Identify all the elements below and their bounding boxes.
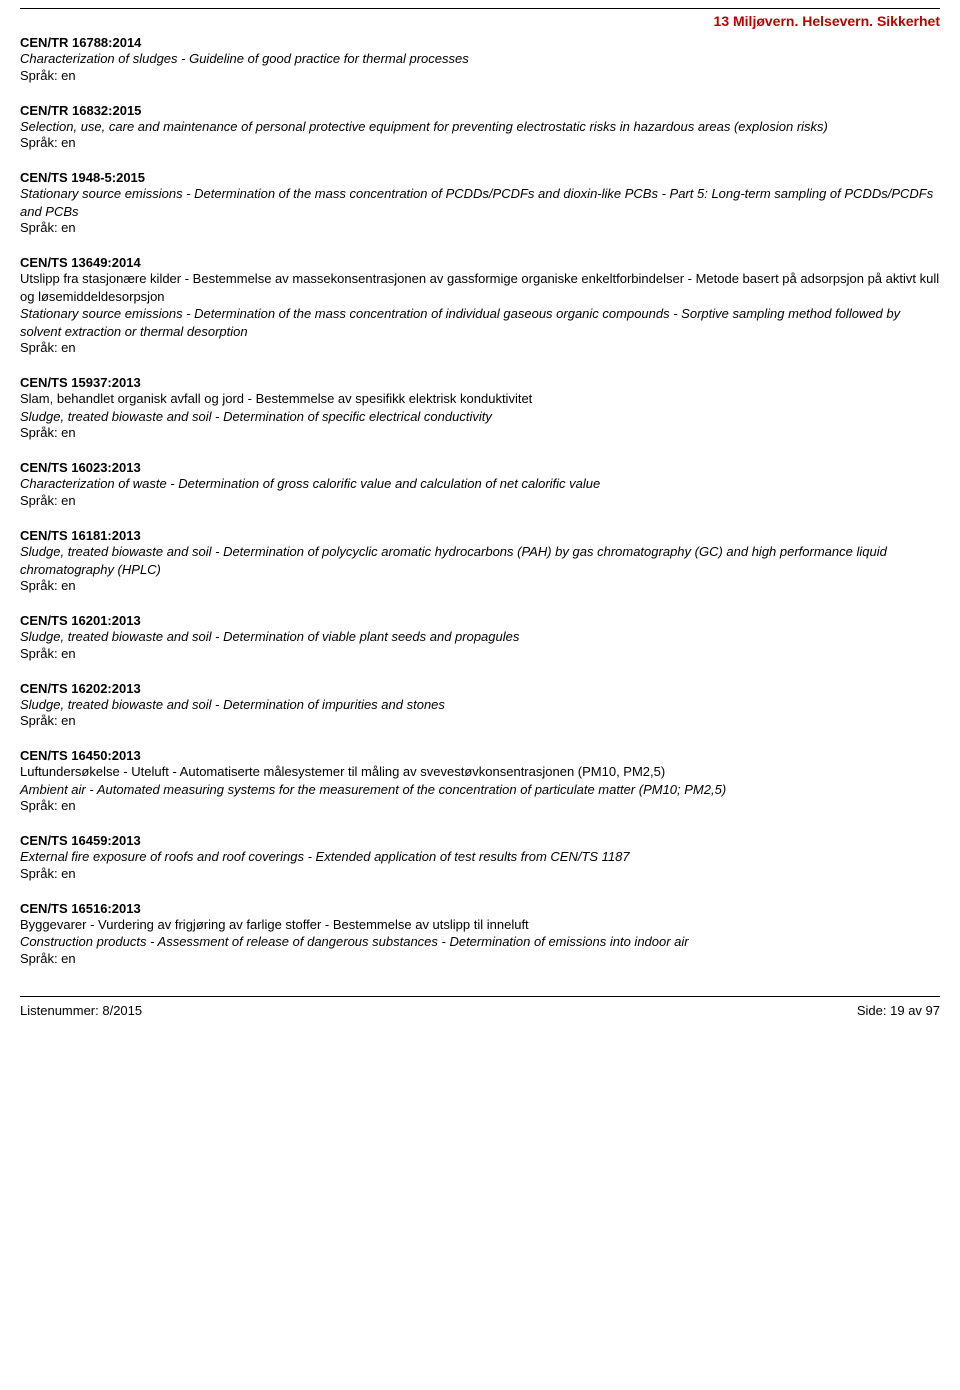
standard-desc-en: Construction products - Assessment of re… bbox=[20, 933, 940, 951]
standard-desc-en: Ambient air - Automated measuring system… bbox=[20, 781, 940, 799]
standard-lang: Språk: en bbox=[20, 646, 940, 661]
standard-desc-en: Sludge, treated biowaste and soil - Dete… bbox=[20, 408, 940, 426]
standard-code: CEN/TS 13649:2014 bbox=[20, 255, 940, 270]
standard-code: CEN/TS 1948-5:2015 bbox=[20, 170, 940, 185]
standard-lang: Språk: en bbox=[20, 866, 940, 881]
standard-lang: Språk: en bbox=[20, 340, 940, 355]
standard-desc-no: Byggevarer - Vurdering av frigjøring av … bbox=[20, 916, 940, 934]
standard-entry: CEN/TR 16788:2014 Characterization of sl… bbox=[20, 35, 940, 83]
standard-code: CEN/TR 16832:2015 bbox=[20, 103, 940, 118]
standard-entry: CEN/TS 16202:2013 Sludge, treated biowas… bbox=[20, 681, 940, 729]
page-footer: Listenummer: 8/2015 Side: 19 av 97 bbox=[20, 996, 940, 1028]
standard-desc-en: Characterization of sludges - Guideline … bbox=[20, 50, 940, 68]
standard-desc-no: Luftundersøkelse - Uteluft - Automatiser… bbox=[20, 763, 940, 781]
standard-desc-en: External fire exposure of roofs and roof… bbox=[20, 848, 940, 866]
standard-desc-en: Sludge, treated biowaste and soil - Dete… bbox=[20, 628, 940, 646]
standard-lang: Språk: en bbox=[20, 798, 940, 813]
standard-lang: Språk: en bbox=[20, 578, 940, 593]
category-header: 13 Miljøvern. Helsevern. Sikkerhet bbox=[20, 9, 940, 35]
standard-entry: CEN/TS 16450:2013 Luftundersøkelse - Ute… bbox=[20, 748, 940, 813]
standard-entry: CEN/TS 16023:2013 Characterization of wa… bbox=[20, 460, 940, 508]
standard-entry: CEN/TS 15937:2013 Slam, behandlet organi… bbox=[20, 375, 940, 440]
standard-lang: Språk: en bbox=[20, 713, 940, 728]
standard-code: CEN/TS 16202:2013 bbox=[20, 681, 940, 696]
standard-lang: Språk: en bbox=[20, 220, 940, 235]
standard-entry: CEN/TS 1948-5:2015 Stationary source emi… bbox=[20, 170, 940, 235]
standard-code: CEN/TS 16450:2013 bbox=[20, 748, 940, 763]
standard-lang: Språk: en bbox=[20, 68, 940, 83]
standard-desc-en: Characterization of waste - Determinatio… bbox=[20, 475, 940, 493]
standard-desc-en: Stationary source emissions - Determinat… bbox=[20, 185, 940, 220]
standard-desc-en: Sludge, treated biowaste and soil - Dete… bbox=[20, 696, 940, 714]
page-container: 13 Miljøvern. Helsevern. Sikkerhet CEN/T… bbox=[0, 8, 960, 1028]
standard-entry: CEN/TS 16201:2013 Sludge, treated biowas… bbox=[20, 613, 940, 661]
standard-entry: CEN/TS 16516:2013 Byggevarer - Vurdering… bbox=[20, 901, 940, 966]
standard-lang: Språk: en bbox=[20, 425, 940, 440]
standard-code: CEN/TS 16181:2013 bbox=[20, 528, 940, 543]
standard-lang: Språk: en bbox=[20, 951, 940, 966]
standard-code: CEN/TS 16516:2013 bbox=[20, 901, 940, 916]
standard-entry: CEN/TS 16181:2013 Sludge, treated biowas… bbox=[20, 528, 940, 593]
standard-desc-no: Slam, behandlet organisk avfall og jord … bbox=[20, 390, 940, 408]
standard-entry: CEN/TS 13649:2014 Utslipp fra stasjonære… bbox=[20, 255, 940, 355]
standard-lang: Språk: en bbox=[20, 493, 940, 508]
standard-code: CEN/TS 15937:2013 bbox=[20, 375, 940, 390]
standard-entry: CEN/TR 16832:2015 Selection, use, care a… bbox=[20, 103, 940, 151]
standard-desc-no: Utslipp fra stasjonære kilder - Bestemme… bbox=[20, 270, 940, 305]
standard-entry: CEN/TS 16459:2013 External fire exposure… bbox=[20, 833, 940, 881]
standard-lang: Språk: en bbox=[20, 135, 940, 150]
standard-desc-en: Stationary source emissions - Determinat… bbox=[20, 305, 940, 340]
standard-desc-en: Sludge, treated biowaste and soil - Dete… bbox=[20, 543, 940, 578]
standard-code: CEN/TS 16201:2013 bbox=[20, 613, 940, 628]
standard-code: CEN/TS 16023:2013 bbox=[20, 460, 940, 475]
standard-desc-en: Selection, use, care and maintenance of … bbox=[20, 118, 940, 136]
standard-code: CEN/TS 16459:2013 bbox=[20, 833, 940, 848]
standard-code: CEN/TR 16788:2014 bbox=[20, 35, 940, 50]
footer-right: Side: 19 av 97 bbox=[857, 1003, 940, 1018]
footer-left: Listenummer: 8/2015 bbox=[20, 1003, 142, 1018]
